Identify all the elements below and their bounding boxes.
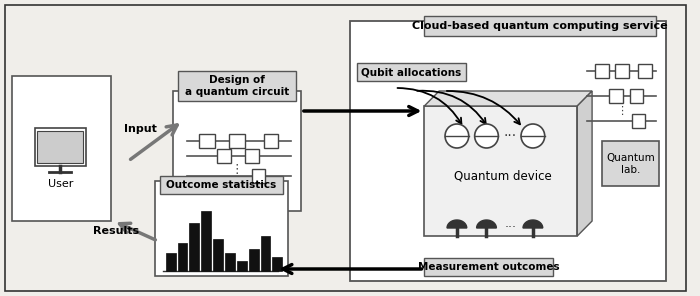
Text: Qubit allocations: Qubit allocations bbox=[361, 67, 461, 77]
Text: Input: Input bbox=[124, 124, 157, 134]
FancyBboxPatch shape bbox=[160, 176, 284, 194]
FancyBboxPatch shape bbox=[609, 89, 623, 103]
Text: Results: Results bbox=[93, 226, 139, 236]
FancyBboxPatch shape bbox=[178, 243, 188, 271]
Polygon shape bbox=[523, 220, 542, 228]
FancyBboxPatch shape bbox=[265, 134, 279, 148]
FancyBboxPatch shape bbox=[638, 64, 652, 78]
Circle shape bbox=[521, 124, 545, 148]
FancyBboxPatch shape bbox=[38, 131, 83, 163]
Text: Quantum device: Quantum device bbox=[454, 170, 552, 183]
FancyBboxPatch shape bbox=[357, 63, 466, 81]
FancyBboxPatch shape bbox=[272, 257, 282, 271]
FancyBboxPatch shape bbox=[602, 141, 659, 186]
FancyBboxPatch shape bbox=[155, 181, 288, 276]
FancyBboxPatch shape bbox=[166, 253, 176, 271]
Polygon shape bbox=[447, 220, 467, 228]
Text: Design of
a quantum circuit: Design of a quantum circuit bbox=[185, 75, 289, 97]
Polygon shape bbox=[424, 91, 592, 106]
FancyBboxPatch shape bbox=[424, 16, 656, 36]
FancyBboxPatch shape bbox=[595, 64, 609, 78]
Text: Cloud-based quantum computing service: Cloud-based quantum computing service bbox=[412, 21, 668, 31]
Text: Outcome statistics: Outcome statistics bbox=[166, 180, 276, 190]
FancyBboxPatch shape bbox=[245, 149, 258, 163]
FancyBboxPatch shape bbox=[237, 261, 246, 271]
FancyBboxPatch shape bbox=[225, 253, 235, 271]
FancyBboxPatch shape bbox=[350, 21, 666, 281]
FancyBboxPatch shape bbox=[34, 128, 86, 166]
Polygon shape bbox=[477, 220, 496, 228]
FancyBboxPatch shape bbox=[424, 258, 552, 276]
Circle shape bbox=[445, 124, 469, 148]
FancyBboxPatch shape bbox=[217, 149, 231, 163]
Text: ⋮: ⋮ bbox=[230, 163, 243, 176]
FancyBboxPatch shape bbox=[631, 114, 645, 128]
Text: Quantum
lab.: Quantum lab. bbox=[606, 153, 655, 175]
Text: ···: ··· bbox=[504, 221, 516, 234]
FancyBboxPatch shape bbox=[248, 249, 258, 271]
FancyBboxPatch shape bbox=[173, 91, 301, 211]
FancyBboxPatch shape bbox=[615, 64, 629, 78]
FancyBboxPatch shape bbox=[199, 134, 215, 148]
FancyBboxPatch shape bbox=[629, 89, 643, 103]
FancyBboxPatch shape bbox=[12, 76, 111, 221]
Text: User: User bbox=[48, 179, 74, 189]
Text: Measurement outcomes: Measurement outcomes bbox=[418, 262, 559, 272]
Polygon shape bbox=[578, 91, 592, 236]
FancyBboxPatch shape bbox=[229, 134, 245, 148]
FancyBboxPatch shape bbox=[190, 223, 200, 271]
Text: ⋮: ⋮ bbox=[616, 106, 627, 116]
FancyBboxPatch shape bbox=[202, 211, 211, 271]
FancyBboxPatch shape bbox=[5, 5, 686, 291]
FancyBboxPatch shape bbox=[424, 106, 578, 236]
Text: ···: ··· bbox=[503, 129, 517, 143]
FancyBboxPatch shape bbox=[178, 71, 296, 101]
FancyBboxPatch shape bbox=[251, 169, 265, 183]
FancyBboxPatch shape bbox=[213, 239, 223, 271]
FancyBboxPatch shape bbox=[260, 236, 270, 271]
Circle shape bbox=[475, 124, 498, 148]
